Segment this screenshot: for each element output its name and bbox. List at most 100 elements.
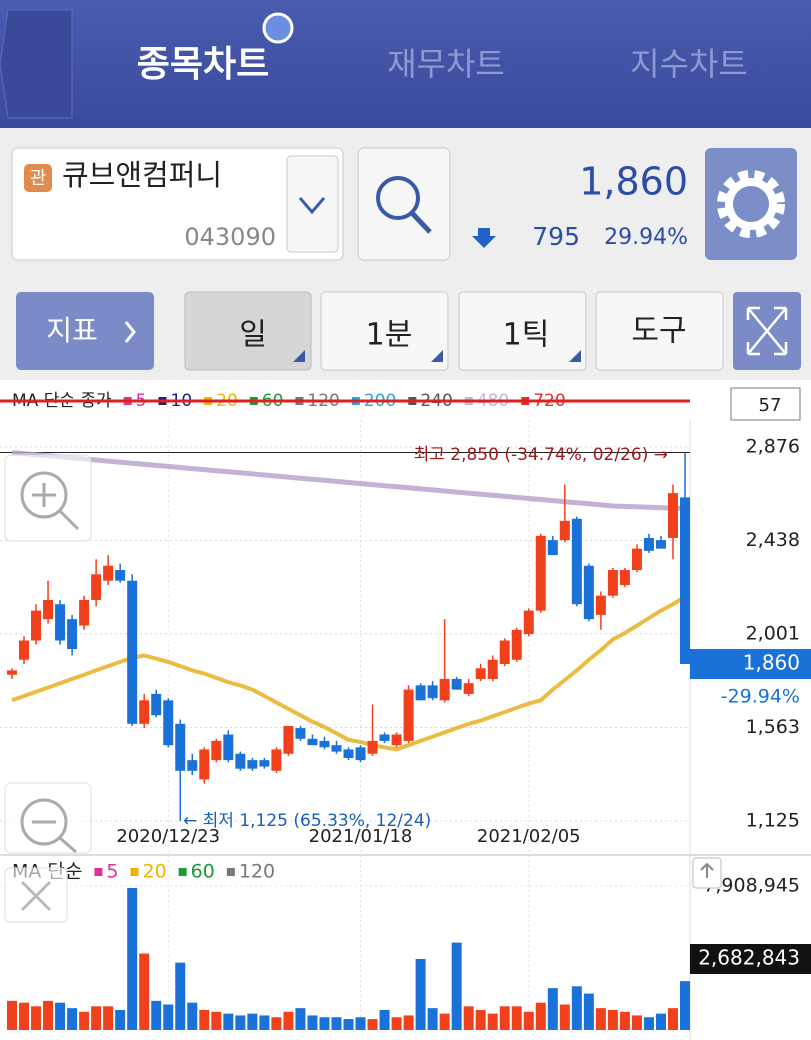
down-arrow xyxy=(472,228,496,248)
volume-bar xyxy=(139,953,150,1030)
panel-up-icon xyxy=(700,862,714,878)
ma-line xyxy=(11,450,686,511)
stock-code: 043090 xyxy=(184,223,276,251)
candle-body xyxy=(571,518,582,605)
badge-bg xyxy=(24,164,52,192)
volume-bar xyxy=(319,1017,330,1030)
volume-bar xyxy=(607,1009,618,1030)
candle-body xyxy=(139,700,150,724)
x-tick-label: 2020/12/23 xyxy=(116,826,220,847)
candle-body xyxy=(427,685,438,699)
volume-bar xyxy=(295,1008,306,1030)
zoom-out-glyph xyxy=(32,820,77,854)
candle-body xyxy=(307,738,318,746)
candle-body xyxy=(391,734,402,746)
indicator-chevron xyxy=(124,321,136,343)
period-label: 일 xyxy=(239,318,267,353)
volume-bar xyxy=(19,1002,30,1030)
stock-box[interactable] xyxy=(11,147,344,261)
settings-button[interactable] xyxy=(705,148,797,260)
volume-bar xyxy=(127,887,138,1030)
tool-button[interactable] xyxy=(595,291,724,371)
candle-body xyxy=(259,760,270,767)
high-note: 최고 2,850 (-34.74%, 02/26) → xyxy=(414,445,668,465)
candle-body xyxy=(631,548,642,571)
current-volume: 2,682,843 xyxy=(698,946,800,970)
candle-body xyxy=(680,497,690,665)
candle-body xyxy=(31,610,42,641)
candle-body xyxy=(451,678,462,690)
legend-entry: 20 xyxy=(142,861,166,883)
close-icon xyxy=(20,880,52,912)
volume-bar xyxy=(103,1006,114,1030)
y-tick-label: 2,438 xyxy=(746,529,800,551)
volume-bar xyxy=(559,1004,570,1030)
candle-body xyxy=(235,753,246,769)
period-button[interactable] xyxy=(184,291,312,371)
volume-bar xyxy=(247,1013,258,1030)
count-box xyxy=(730,387,801,421)
volume-bar xyxy=(595,1008,606,1030)
candle-body xyxy=(283,725,294,754)
candle-body xyxy=(415,685,426,701)
count: 57 xyxy=(759,395,782,416)
legend-swatch xyxy=(94,868,103,876)
candle-body xyxy=(103,565,114,581)
indicator-label: 지표 xyxy=(46,314,98,347)
candle-body xyxy=(667,493,678,538)
volume-bar xyxy=(91,1006,102,1030)
volume-bar xyxy=(379,1009,390,1030)
x-tick-label: 2021/01/18 xyxy=(309,826,413,847)
volume-bar xyxy=(475,1009,486,1030)
change-pct: 29.94% xyxy=(604,225,688,250)
volume-bar xyxy=(439,1013,450,1030)
tab[interactable]: 재무차트 xyxy=(387,45,505,83)
tool-label: 도구 xyxy=(631,314,686,349)
zoom-in-glyph xyxy=(32,483,80,531)
candle-body xyxy=(367,740,378,754)
candle-body xyxy=(511,629,522,660)
candle-body xyxy=(463,683,474,694)
low-note: ← 최저 1,125 (65.33%, 12/24) xyxy=(183,811,431,831)
gear-teeth xyxy=(717,170,785,238)
search-icon xyxy=(376,176,420,220)
tab[interactable]: 지수차트 xyxy=(630,45,748,83)
candle-body xyxy=(175,723,186,771)
legend-entry: 120 xyxy=(239,861,275,883)
volume-bar xyxy=(643,1017,654,1030)
volume-bar xyxy=(331,1017,342,1030)
y-tick-label: 1,125 xyxy=(746,810,800,832)
volume-bar xyxy=(680,981,690,1030)
volume-bar xyxy=(283,1011,294,1030)
back-button[interactable] xyxy=(0,9,73,119)
legend-entry: 60 xyxy=(191,861,215,883)
period-label: 1틱 xyxy=(503,318,550,353)
search-button[interactable] xyxy=(357,147,451,261)
candle-body xyxy=(487,659,498,679)
period-corner xyxy=(293,350,581,362)
current-price-box xyxy=(690,649,811,680)
volume-bar xyxy=(43,1000,54,1030)
volume-bar xyxy=(451,942,462,1030)
candle-body xyxy=(319,740,330,748)
candle-body xyxy=(523,610,534,635)
volume-bar xyxy=(487,1013,498,1030)
period-button[interactable] xyxy=(320,291,449,371)
candle-body xyxy=(79,599,90,626)
volume-bar xyxy=(367,1019,378,1030)
dropdown-button[interactable] xyxy=(286,155,339,253)
candle-body xyxy=(643,537,654,551)
volume-bar xyxy=(427,1008,438,1030)
y-tick-label: 7,908,945 xyxy=(703,875,800,897)
volume-bar xyxy=(211,1011,222,1030)
dropdown-icon xyxy=(298,197,326,215)
tab-active[interactable]: 종목차트 xyxy=(137,44,269,85)
volume-bar xyxy=(631,1015,642,1030)
volume-bar xyxy=(79,1011,90,1030)
volume-bar xyxy=(151,1000,162,1030)
volume-bar xyxy=(667,1008,678,1030)
indicator-button[interactable] xyxy=(16,292,154,370)
badge: 관 xyxy=(30,168,47,189)
volume-bar xyxy=(259,1015,270,1030)
period-button[interactable] xyxy=(458,291,587,371)
